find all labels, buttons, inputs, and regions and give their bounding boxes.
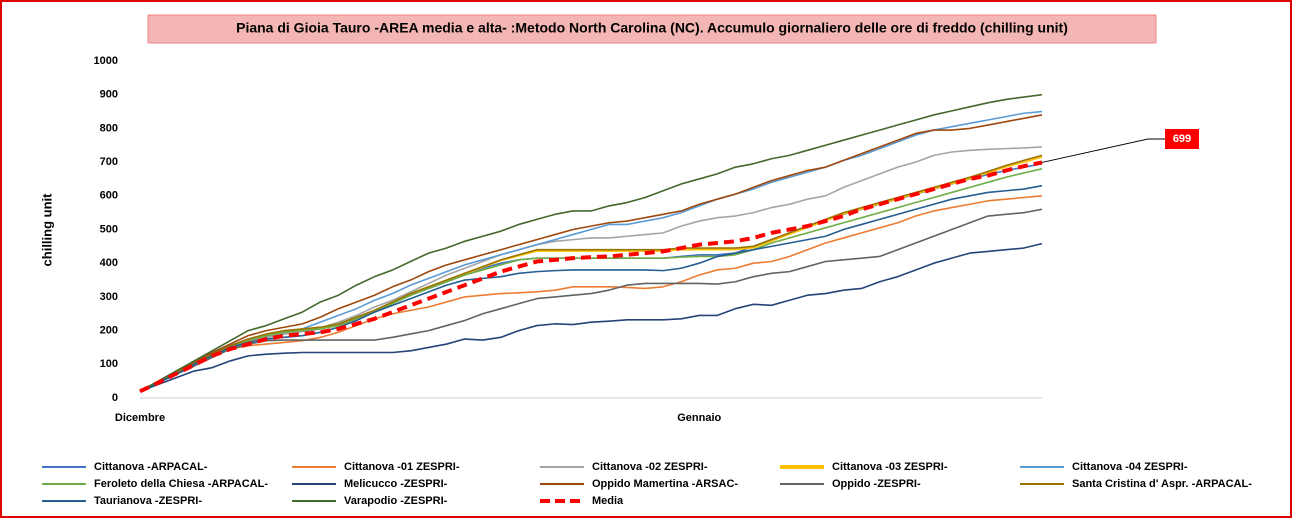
y-tick-label: 400 xyxy=(100,257,118,269)
y-tick-label: 600 xyxy=(100,190,118,202)
series-line xyxy=(139,242,1043,393)
legend-label: Cittanova -04 ZESPRI- xyxy=(1072,461,1188,473)
series-line xyxy=(139,146,1043,392)
legend-label: Taurianova -ZESPRI- xyxy=(94,495,202,507)
legend-label: Cittanova -03 ZESPRI- xyxy=(832,461,948,473)
legend-label: Cittanova -02 ZESPRI- xyxy=(592,461,708,473)
series-line xyxy=(139,114,1043,392)
legend-label: Cittanova -01 ZESPRI- xyxy=(344,461,460,473)
chart-title: Piana di Gioia Tauro -AREA media e alta-… xyxy=(236,20,1068,36)
legend-label: Varapodio -ZESPRI- xyxy=(344,495,448,507)
series-line xyxy=(139,160,1043,394)
legend-label: Cittanova -ARPACAL- xyxy=(94,461,208,473)
y-tick-label: 0 xyxy=(112,392,118,404)
legend-label: Media xyxy=(592,495,624,507)
y-tick-label: 700 xyxy=(100,156,118,168)
series-line xyxy=(139,195,1043,392)
legend-label: Santa Cristina d' Aspr. -ARPACAL- xyxy=(1072,478,1252,490)
y-tick-label: 300 xyxy=(100,291,118,303)
y-tick-label: 200 xyxy=(100,325,118,337)
legend-label: Melicucco -ZESPRI- xyxy=(344,478,448,490)
y-axis-label: chilling unit xyxy=(39,193,54,267)
legend-label: Oppido Mamertina -ARSAC- xyxy=(592,478,738,490)
series-line xyxy=(139,154,1043,392)
y-tick-label: 1000 xyxy=(94,55,118,67)
series-line xyxy=(139,93,1043,392)
y-tick-label: 800 xyxy=(100,122,118,134)
y-tick-label: 900 xyxy=(100,89,118,101)
data-label-box xyxy=(1165,129,1199,149)
y-tick-label: 100 xyxy=(100,358,118,370)
legend-label: Oppido -ZESPRI- xyxy=(832,478,921,490)
label-leader xyxy=(1041,138,1165,163)
x-tick-label: Gennaio xyxy=(677,412,721,424)
x-tick-label: Dicembre xyxy=(115,412,165,424)
legend-label: Feroleto della Chiesa -ARPACAL- xyxy=(94,478,268,490)
series-line xyxy=(139,208,1043,392)
title-box xyxy=(147,14,1157,44)
series-line xyxy=(139,168,1043,392)
data-label: 699 xyxy=(1173,133,1191,145)
y-tick-label: 500 xyxy=(100,223,118,235)
